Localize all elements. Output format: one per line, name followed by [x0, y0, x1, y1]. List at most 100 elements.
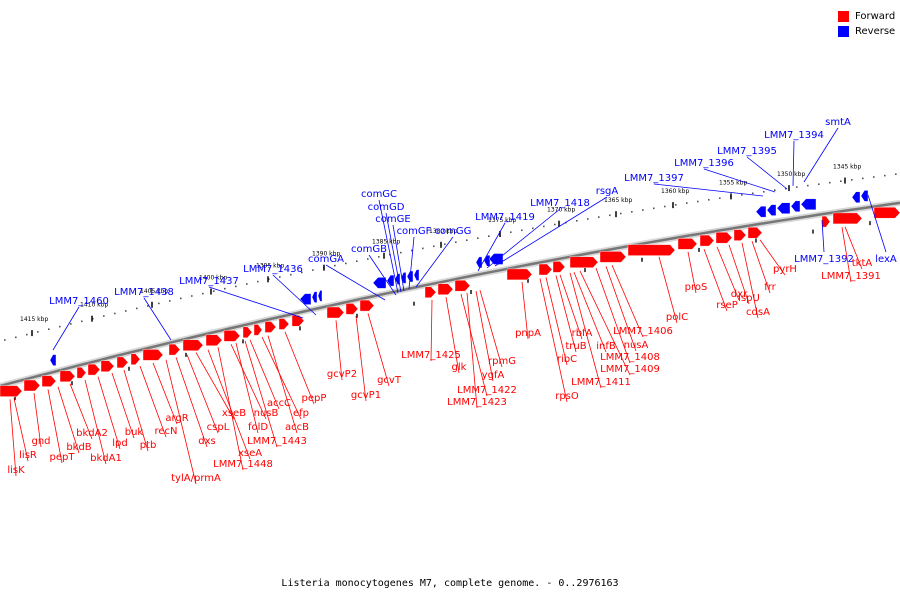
scale-label: 1360 kbp	[661, 188, 689, 195]
gene-leader-line	[208, 286, 304, 319]
scale-dot	[631, 211, 633, 213]
gene-leader-line	[267, 335, 298, 434]
gene-leader-line	[284, 331, 315, 405]
gene-leader-line	[367, 313, 390, 387]
forward-gene-arrow	[873, 206, 900, 219]
reverse-gene-label: rsgA	[596, 186, 619, 197]
reverse-gene-arrow	[755, 205, 767, 218]
scale-dot	[807, 184, 809, 187]
scale-label: 1345 kbp	[833, 164, 861, 171]
forward-gene-arrow	[100, 360, 115, 372]
forward-gene-arrow	[142, 349, 164, 361]
reverse-gene-arrow	[317, 290, 323, 302]
scale-label: 1390 kbp	[312, 251, 340, 258]
backbone-line	[0, 201, 900, 388]
gene-leader-line	[611, 264, 644, 338]
reverse-gene-label: comGC	[361, 189, 397, 200]
gene-leader-line	[57, 386, 80, 454]
forward-gene-label: LMM7_1409	[600, 364, 660, 375]
gene-leader-line	[378, 199, 399, 294]
reverse-gene-arrow	[372, 277, 387, 289]
forward-gene-label: gcvP2	[327, 369, 357, 380]
forward-gene-label: accC	[267, 398, 291, 409]
scale-dot	[334, 264, 336, 267]
gene-leader-line	[555, 275, 577, 353]
gene-leader-line	[415, 236, 454, 288]
scale-dot	[59, 325, 61, 328]
gene-leader-line	[494, 196, 608, 267]
scale-dot	[587, 218, 589, 220]
scale-dot	[873, 176, 875, 178]
reverse-gene-label: LMM7_1419	[475, 212, 535, 223]
gene-leader-line	[175, 357, 208, 448]
scale-dot	[686, 202, 688, 204]
scale-dot	[92, 317, 94, 320]
forward-gene-label: dxs	[198, 436, 215, 447]
scale-label: 1400 kbp	[199, 275, 227, 282]
forward-gene-label: xseB	[222, 408, 246, 419]
gene-leader-line	[392, 224, 405, 292]
reverse-gene-label: comGF	[397, 226, 432, 237]
reverse-gene-label: comGD	[368, 202, 405, 213]
forward-gene-label: ptb	[140, 440, 157, 451]
scale-dot	[763, 191, 765, 193]
scale-dot	[620, 212, 622, 215]
forward-gene-arrow	[359, 299, 375, 312]
gene-leader-line	[728, 244, 750, 305]
reverse-gene-label: LMM7_1394	[764, 130, 824, 141]
scale-dot	[4, 339, 6, 341]
scale-label: 1365 kbp	[604, 197, 632, 204]
scale-dot	[26, 333, 28, 336]
forward-gene-arrow	[699, 234, 715, 247]
forward-gene-label: rbfA	[572, 328, 593, 339]
gene-leader-line	[595, 267, 631, 364]
scale-dot	[554, 223, 556, 226]
gene-leader-line	[579, 270, 631, 376]
forward-gene-label: rpmG	[488, 356, 516, 367]
scale-dot	[356, 260, 358, 262]
forward-gene-label: tylA/prmA	[171, 473, 221, 484]
forward-gene-label: efp	[293, 408, 309, 419]
scale-dot	[708, 199, 710, 201]
scale-label: 1415 kbp	[20, 316, 48, 323]
scale-dot	[202, 292, 204, 295]
scale-dot	[543, 225, 545, 228]
reverse-swatch	[838, 26, 849, 37]
scale-dot	[862, 177, 864, 180]
gene-leader-line	[152, 362, 178, 425]
forward-gene-arrow	[278, 318, 290, 330]
gene-leader-line	[479, 290, 503, 368]
forward-gene-arrow	[552, 261, 566, 273]
gene-leader-line	[716, 246, 740, 301]
scale-dot	[279, 276, 281, 278]
forward-gene-arrow	[733, 229, 747, 241]
gene-leader-line	[408, 236, 415, 290]
forward-gene-label: LMM7_1423	[447, 397, 507, 408]
forward-gene-arrow	[205, 334, 223, 346]
gene-leader-line	[477, 222, 506, 272]
forward-gene-label: ygfA	[482, 370, 505, 381]
gene-leader-line	[486, 208, 561, 269]
forward-gene-label: cspL	[207, 422, 230, 433]
scale-dot	[576, 220, 578, 222]
gene-leader-line	[545, 277, 568, 366]
scale-track: 1415 kbp 1410 kbp 1405 kbp 1400 kbp 1395 kbp…	[4, 164, 897, 401]
gene-leader-line	[52, 306, 80, 351]
forward-gene-label: nusB	[254, 408, 279, 419]
scale-dot	[741, 194, 743, 196]
scale-dot	[180, 297, 182, 300]
forward-gene-label: gnd	[31, 436, 50, 447]
reverse-gene-label: LMM7_1392	[794, 254, 854, 265]
forward-gene-arrow	[506, 268, 533, 281]
gene-leader-line	[746, 156, 788, 190]
gene-leader-line	[460, 293, 488, 397]
scale-dot	[301, 271, 303, 274]
scale-dot	[48, 328, 50, 330]
scale-dot	[213, 290, 215, 292]
gene-leader-line	[653, 183, 764, 197]
scale-dot	[796, 186, 798, 188]
gene-leader-line	[123, 369, 149, 452]
gene-track	[0, 190, 900, 397]
scale-dot	[752, 192, 754, 195]
